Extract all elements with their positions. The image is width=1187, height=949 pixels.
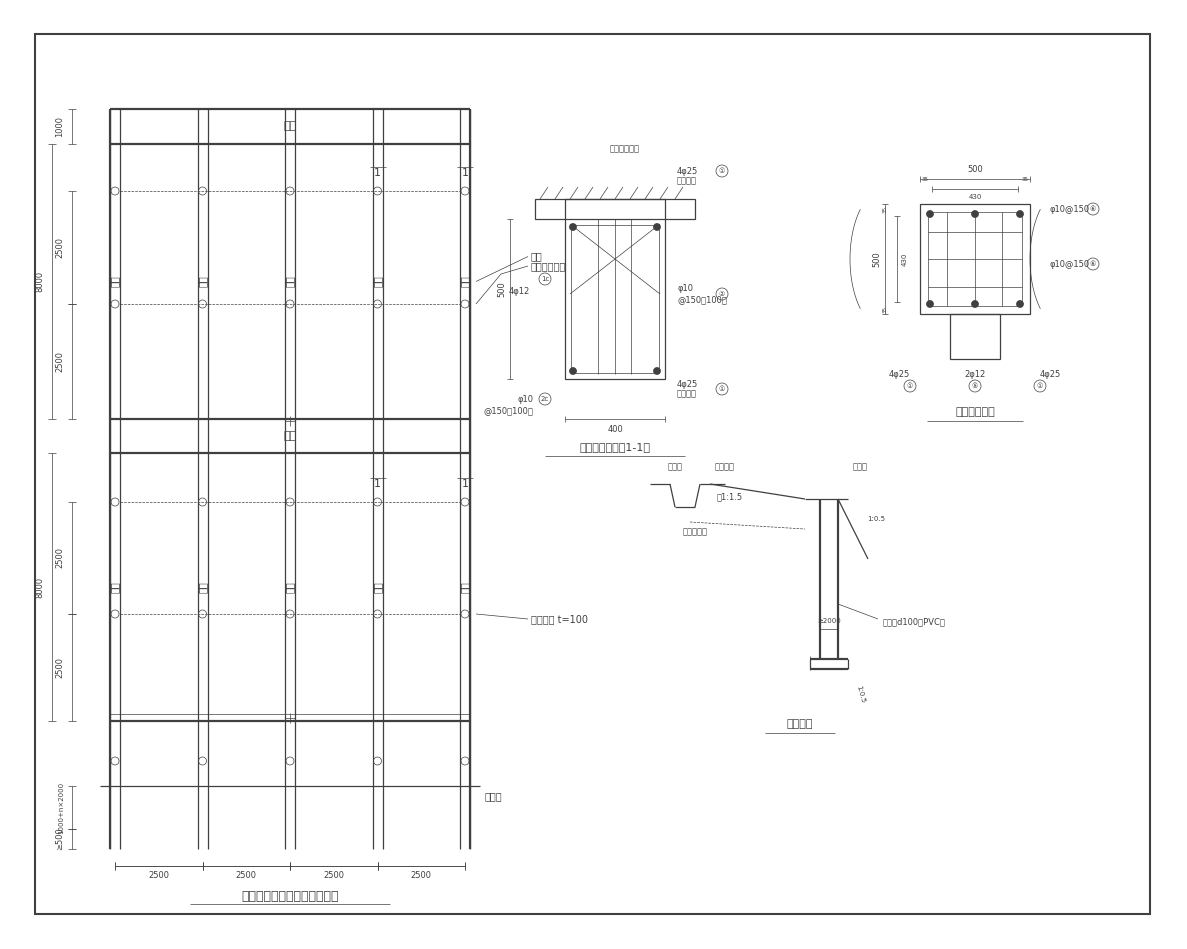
Text: 设计坡面线: 设计坡面线 (683, 528, 707, 536)
Text: 原始面线: 原始面线 (715, 462, 735, 472)
Text: 2500: 2500 (55, 237, 64, 258)
Text: φ10@150: φ10@150 (1050, 204, 1090, 214)
Text: （通长）: （通长） (677, 177, 697, 185)
Text: ≥500: ≥500 (55, 828, 64, 850)
Text: 430: 430 (902, 252, 908, 266)
Text: 2500: 2500 (55, 548, 64, 568)
Text: 2500: 2500 (411, 871, 432, 881)
Circle shape (1016, 211, 1023, 217)
Bar (565, 199, 665, 379)
Text: @150（100）: @150（100） (677, 295, 726, 305)
Text: 1:0.5: 1:0.5 (855, 684, 865, 703)
Text: ⑥: ⑥ (1090, 206, 1096, 212)
Bar (950, 314, 999, 359)
Text: 4φ25: 4φ25 (1040, 369, 1061, 379)
Text: ①: ① (907, 383, 913, 389)
Text: 肋柱: 肋柱 (461, 581, 470, 593)
Text: ≥2000: ≥2000 (817, 618, 840, 624)
Bar (928, 212, 1022, 306)
Text: （通长）: （通长） (677, 389, 697, 399)
Text: @150（100）: @150（100） (483, 406, 533, 416)
Text: 35: 35 (882, 206, 888, 213)
Text: 2500: 2500 (55, 657, 64, 678)
Circle shape (927, 211, 933, 217)
Text: 冠梁钉筋构造: 冠梁钉筋构造 (956, 407, 995, 417)
Circle shape (654, 367, 660, 375)
Text: 1000+n×2000: 1000+n×2000 (58, 781, 64, 833)
Text: φ10: φ10 (518, 395, 533, 403)
Circle shape (570, 224, 577, 231)
Circle shape (927, 301, 933, 307)
Text: 坊頂构造: 坊頂构造 (787, 719, 813, 729)
Text: 35: 35 (921, 177, 928, 181)
Text: ①: ① (719, 168, 725, 174)
Circle shape (1016, 301, 1023, 307)
Text: 1: 1 (374, 168, 381, 178)
Text: 500: 500 (967, 164, 983, 174)
Text: 肋柱: 肋柱 (461, 275, 470, 288)
Text: 35: 35 (882, 306, 888, 312)
Text: 肋柱: 肋柱 (197, 275, 208, 288)
Text: 4φ25: 4φ25 (677, 380, 698, 388)
Text: 肋柱: 肋柱 (285, 275, 296, 288)
Text: 35: 35 (1022, 177, 1028, 181)
Text: 430: 430 (969, 194, 982, 200)
Text: 胋柱式锤杆抖墙支护局部立面: 胋柱式锤杆抖墙支护局部立面 (241, 889, 338, 902)
Text: φ10@150: φ10@150 (1050, 259, 1090, 269)
Text: 坡1:1.5: 坡1:1.5 (717, 493, 743, 501)
Text: 1: 1 (462, 479, 469, 489)
Text: φ10: φ10 (677, 284, 693, 292)
Circle shape (654, 224, 660, 231)
Text: 肋柱: 肋柱 (285, 581, 296, 593)
Text: 4φ25: 4φ25 (889, 369, 910, 379)
Text: 1: 1 (374, 479, 381, 489)
Text: ⑤: ⑤ (972, 383, 978, 389)
Text: 胋柱钉筋构造（1-1）: 胋柱钉筋构造（1-1） (579, 442, 650, 452)
Circle shape (570, 367, 577, 375)
Text: 泄水孔d100，PVC管: 泄水孔d100，PVC管 (883, 618, 946, 626)
Text: 肋柱: 肋柱 (373, 275, 382, 288)
Text: ①: ① (1037, 383, 1043, 389)
Text: 2φ12: 2φ12 (964, 369, 985, 379)
Text: ②: ② (719, 291, 725, 297)
Text: 坡顶线: 坡顶线 (852, 462, 868, 472)
Text: 肋柱: 肋柱 (110, 275, 120, 288)
Text: 500: 500 (872, 251, 882, 267)
Text: 肋柱: 肋柱 (197, 581, 208, 593)
Text: 500: 500 (497, 281, 507, 297)
Text: 400: 400 (607, 424, 623, 434)
Circle shape (971, 301, 978, 307)
Text: 肋柱: 肋柱 (373, 581, 382, 593)
Text: 2500: 2500 (55, 351, 64, 372)
Text: 平台: 平台 (531, 251, 542, 262)
Text: 4φ12: 4φ12 (509, 287, 531, 295)
Text: 2500: 2500 (323, 871, 344, 881)
Text: 柱间锚射喷砼: 柱间锚射喷砼 (610, 144, 640, 154)
Text: 1000: 1000 (55, 116, 64, 137)
Bar (920, 204, 1030, 314)
Text: 肋柱: 肋柱 (110, 581, 120, 593)
Text: 冠梁: 冠梁 (284, 431, 297, 441)
Text: 4φ25: 4φ25 (677, 166, 698, 176)
Text: 冠梁: 冠梁 (284, 121, 297, 132)
Bar (535, 199, 696, 219)
Text: ⑥: ⑥ (1090, 261, 1096, 267)
Text: 2c: 2c (541, 396, 550, 402)
Text: 1:0.5: 1:0.5 (867, 516, 886, 522)
Text: 錨噴支護 t=100: 錨噴支護 t=100 (531, 614, 588, 624)
Text: 2500: 2500 (236, 871, 256, 881)
Text: 1c: 1c (541, 276, 550, 282)
Text: ①: ① (719, 386, 725, 392)
Circle shape (971, 211, 978, 217)
Text: 2500: 2500 (148, 871, 170, 881)
Text: 錨桿（全孔）: 錨桿（全孔） (531, 261, 566, 271)
Text: 截水沟: 截水沟 (667, 462, 683, 472)
Text: 8000: 8000 (34, 270, 44, 292)
Text: 8000: 8000 (34, 576, 44, 598)
Text: 1: 1 (462, 168, 469, 178)
Bar (571, 225, 659, 373)
Text: 地面线: 地面线 (485, 791, 502, 801)
